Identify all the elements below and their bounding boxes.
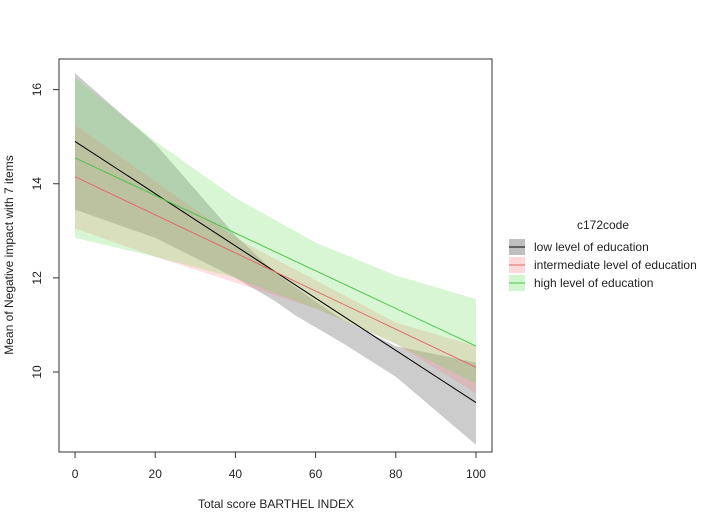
legend-label: low level of education [534, 240, 649, 254]
y-tick-label: 14 [30, 177, 44, 191]
legend-item-low-level-of-education: low level of education [509, 239, 649, 255]
y-axis: 10 12 14 16 [30, 83, 60, 379]
x-tick-label: 80 [389, 467, 403, 481]
band-high-level-of-education [75, 77, 476, 384]
y-tick-label: 12 [30, 271, 44, 285]
legend-item-high-level-of-education: high level of education [509, 275, 653, 291]
legend: c172code low level of education intermedi… [509, 218, 697, 291]
x-tick-label: 20 [149, 467, 163, 481]
line-intermediate-level-of-education [74, 176, 477, 368]
y-axis-label: Mean of Negative impact with 7 items [2, 155, 16, 354]
y-tick-label: 16 [30, 83, 44, 97]
legend-label: intermediate level of education [534, 258, 697, 272]
line-high-level-of-education [74, 157, 477, 347]
x-tick-label: 40 [229, 467, 243, 481]
confidence-bands [75, 73, 476, 445]
legend-title: c172code [577, 218, 629, 232]
legend-items: low level of education intermediate level… [509, 239, 697, 291]
y-tick-label: 10 [30, 365, 44, 379]
series-lines [74, 140, 477, 404]
band-intermediate-level-of-education [75, 124, 476, 394]
band-low-level-of-education [75, 73, 476, 445]
x-axis: 0 20 40 60 80 100 [72, 451, 486, 481]
x-axis-label: Total score BARTHEL INDEX [198, 497, 354, 511]
x-tick-label: 100 [466, 467, 486, 481]
x-tick-label: 60 [309, 467, 323, 481]
legend-label: high level of education [534, 276, 653, 290]
legend-item-intermediate-level-of-education: intermediate level of education [509, 257, 697, 273]
x-tick-label: 0 [72, 467, 79, 481]
